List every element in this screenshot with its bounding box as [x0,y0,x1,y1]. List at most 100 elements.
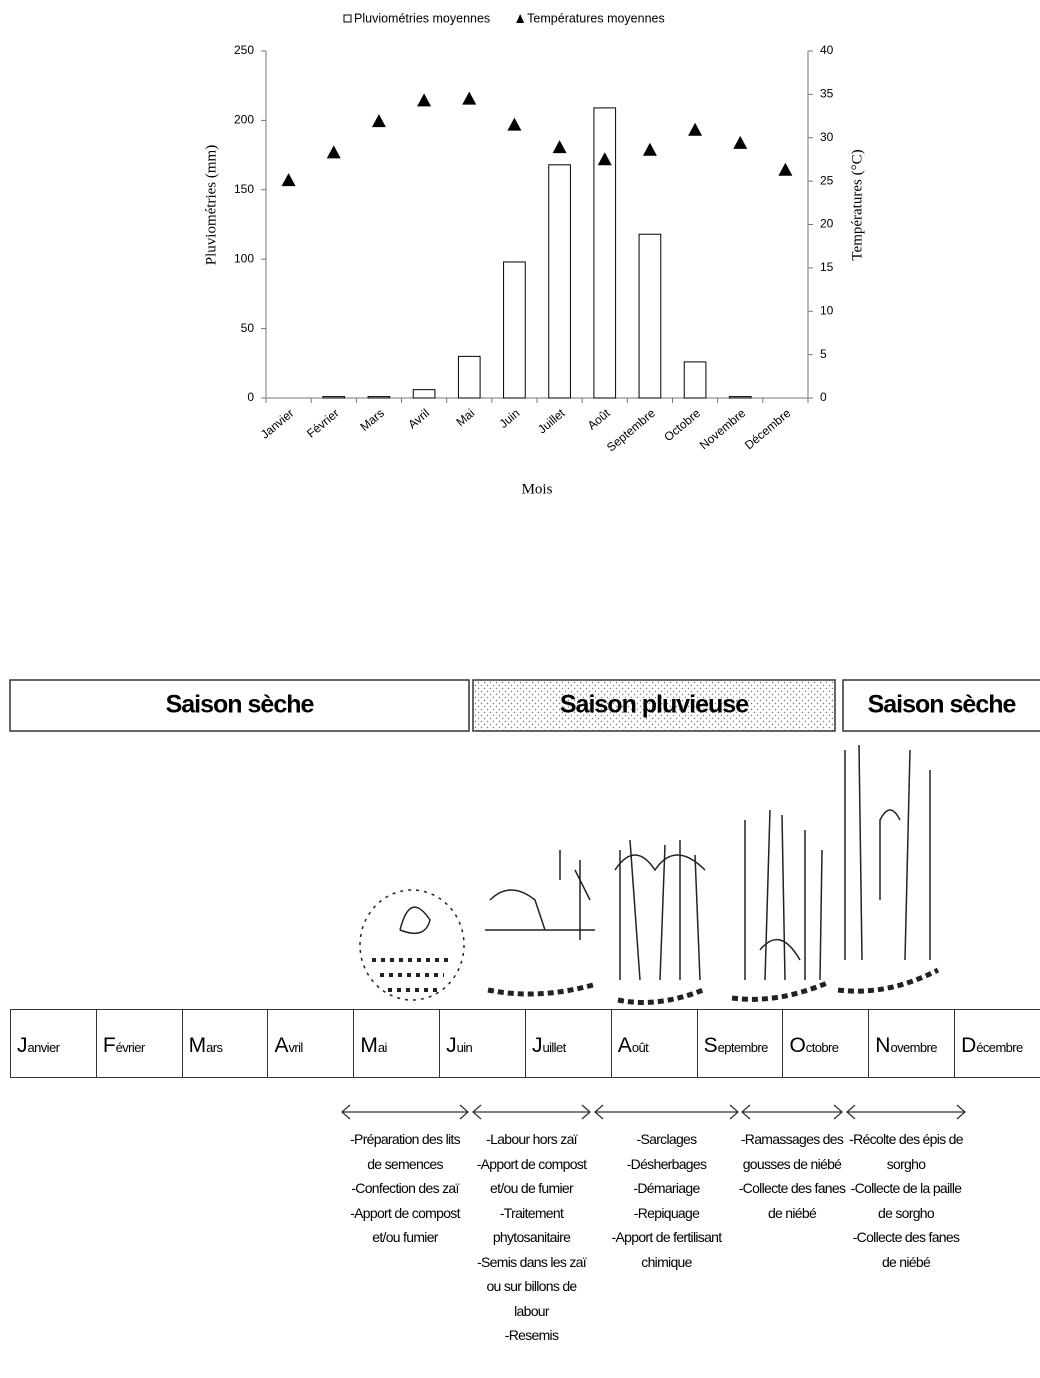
activity-item: -Apport de compost et/ou fumier [350,1204,460,1246]
x-tick-label: Juin [497,406,523,431]
activity-list: -Préparation des lits de semences -Confec… [344,1127,466,1250]
bar [322,396,346,399]
x-tick-label: Août [585,406,613,433]
marker [733,135,748,149]
sketch-planting [359,889,465,1001]
x-tick-label: Avril [405,406,432,432]
marker [507,117,522,131]
activity-item: -Démariage [633,1180,700,1196]
x-axis-title: Mois [522,481,553,497]
y2-axis-title: Températures (°C) [849,149,865,260]
activity-item: -Récolte des épis de sorgho [849,1131,963,1172]
activity-item: -Désherbages [626,1155,707,1172]
activity-item: -Semis dans les zaï ou sur billons de la… [477,1253,587,1319]
x-tick-label: Novembre [697,406,749,453]
activity-item: -Apport de fertilisant chimique [611,1229,723,1270]
season-box [472,679,836,732]
activity-list: -Ramassages des gousses de niébé -Collect… [731,1127,853,1225]
x-tick-label: Septembre [604,406,658,455]
bar [503,261,526,399]
season-box [842,679,1040,732]
activity-item: -Préparation des lits de semences [350,1131,461,1172]
x-tick-label: Décembre [742,406,794,453]
bar [728,396,752,399]
activity-item: -Repiquage [633,1204,700,1221]
marker [281,173,296,187]
activity-list: -Récolte des épis de sorgho -Collecte de … [845,1127,967,1274]
x-tick-label: Juillet [535,406,568,437]
y2-tick-label: 40 [820,43,834,57]
activity-item: -Sarclages [636,1131,698,1147]
y-tick-label: 0 [247,390,254,404]
activity-item: -Traitement phytosanitaire [492,1204,571,1246]
month-cell: Décembre [961,1034,1023,1057]
y2-tick-label: 15 [820,260,834,274]
bar [412,389,436,399]
marker [778,162,793,176]
period-arrow [341,1104,469,1120]
y2-tick-label: 10 [820,303,834,317]
y2-tick-label: 20 [820,217,834,231]
marker [688,122,703,136]
x-tick-label: Février [304,406,342,441]
activity-item: -Collecte des fanes de niébé [738,1180,846,1221]
month-cell: Septembre [698,1010,784,1077]
activity-item: -Collecte des fanes de niébé [852,1229,960,1270]
x-tick-label: Janvier [258,406,297,442]
month-cell: Mars [183,1010,269,1077]
y-tick-label: 150 [234,182,254,196]
marker [326,145,341,159]
period-arrow [846,1104,966,1120]
month-row: Janvier Février Mars Avril Mai Juin Juillet Aoû… [10,1009,1040,1078]
marker [371,114,386,128]
y-tick-label: 200 [234,113,254,127]
activity-item: -Labour hors zaï [486,1131,577,1147]
activity-item: -Collecte de la paille de sorgho [850,1180,962,1221]
marker [597,152,612,166]
month-cell: Mai [354,1010,441,1077]
bar [457,355,481,399]
activity-item: -Confection des zaï [351,1180,459,1196]
marker [552,140,567,154]
y2-tick-label: 5 [820,347,827,361]
activity-list: -Sarclages -Désherbages -Démariage -Repiqua… [606,1127,728,1274]
season-label: Saison sèche [868,691,1017,719]
activity-item: -Apport de compost et/ou de fumier [476,1155,587,1197]
sketch-harvest-sorghum [837,744,940,994]
y2-tick-label: 30 [820,130,834,144]
period-arrow [472,1104,591,1120]
period-arrow [594,1104,739,1120]
illustrations [359,744,940,1005]
activity-item: -Ramassages des gousses de niébé [740,1131,844,1172]
season-label: Saison pluvieuse [560,691,749,719]
sketch-weeding [614,839,706,1005]
y2-tick-label: 35 [820,87,834,101]
legend-label: Pluviométries moyennes [354,11,490,25]
x-tick-label: Mai [453,406,477,429]
sketch-harvest-cowpea [731,809,828,1002]
marker [462,91,477,105]
legend-swatch [343,14,352,23]
season-label: Saison sèche [166,691,315,719]
marker [642,142,657,156]
month-cell: Janvier [11,1010,97,1077]
y-axis-title: Pluviométries (mm) [203,145,219,265]
bar [683,361,707,399]
x-tick-label: Mars [357,406,386,434]
bar [367,396,391,399]
marker [417,93,432,107]
y-tick-label: 50 [241,321,255,335]
sketch-plowing [485,850,595,997]
season-box [9,679,470,732]
legend-swatch [516,14,525,23]
month-cell: Novembre [869,1010,956,1077]
y2-tick-label: 25 [820,173,834,187]
y2-tick-label: 0 [820,390,827,404]
month-cell: Août [612,1010,698,1077]
y-tick-label: 100 [234,251,254,265]
month-cell: Juillet [526,1010,612,1077]
month-cell: Juin [440,1010,526,1077]
y-tick-label: 250 [234,43,254,57]
